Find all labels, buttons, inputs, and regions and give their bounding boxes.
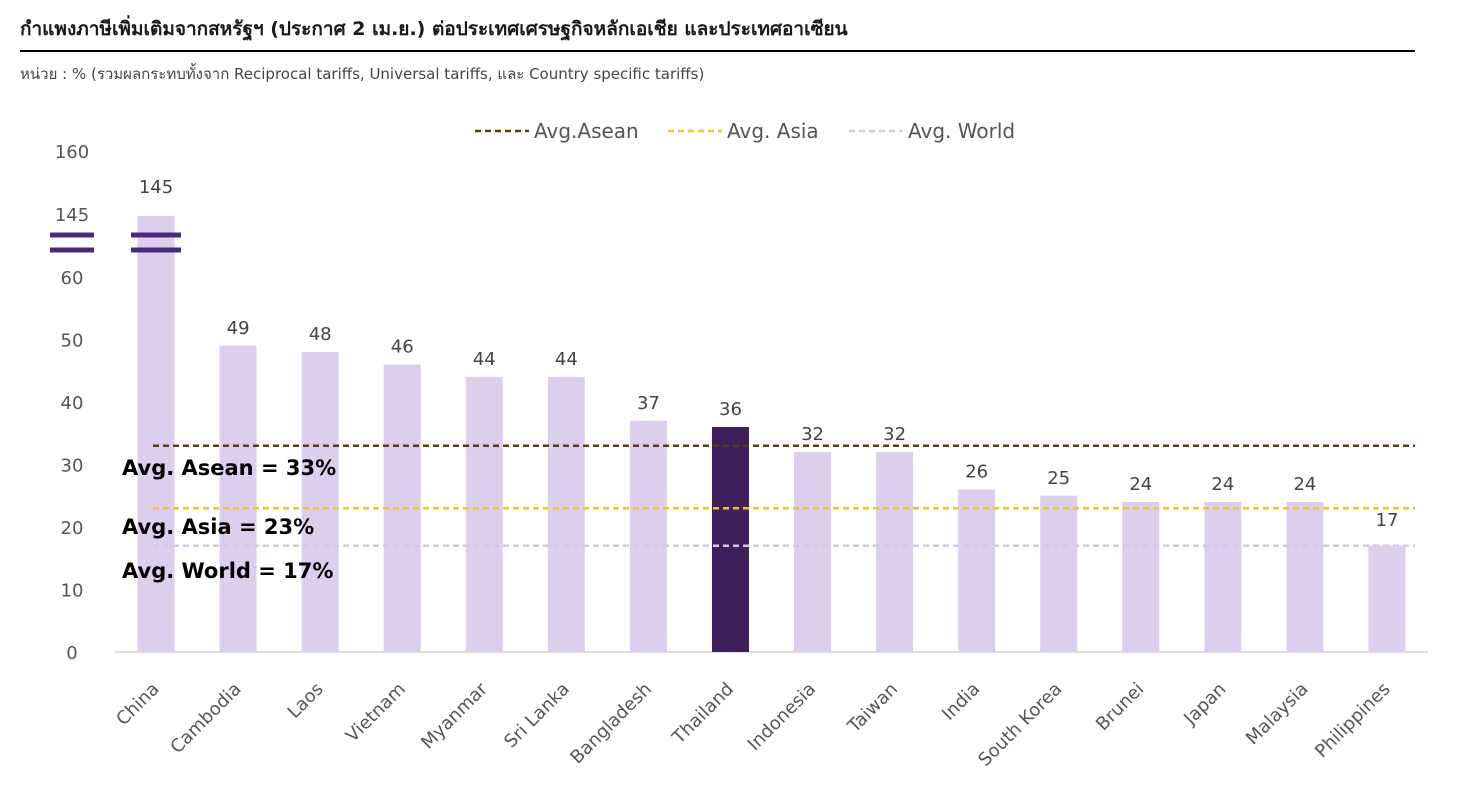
reference-annotation: Avg. World = 17% (122, 559, 333, 583)
y-tick-label: 50 (61, 331, 84, 352)
data-label: 17 (1376, 510, 1399, 531)
category-label: Thailand (668, 679, 738, 749)
bar-philippines (1368, 545, 1406, 652)
data-label: 24 (1129, 474, 1152, 495)
data-label: 32 (801, 424, 824, 445)
data-label: 25 (1047, 468, 1070, 489)
bar-sri-lanka (547, 377, 585, 652)
data-label: 44 (473, 349, 496, 370)
legend-label: Avg.Asean (534, 119, 639, 143)
bar-india (958, 489, 996, 652)
bar-thailand (711, 427, 749, 652)
y-tick-label: 10 (61, 581, 84, 602)
data-label: 24 (1293, 474, 1316, 495)
chart-title: กำแพงภาษีเพิ่มเติมจากสหรัฐฯ (ประกาศ 2 เม… (20, 18, 848, 40)
y-tick-label: 30 (61, 456, 84, 477)
data-label: 48 (309, 324, 332, 345)
bar-japan (1204, 502, 1242, 652)
data-label: 145 (139, 177, 173, 198)
category-label: Bangladesh (566, 679, 655, 768)
y-tick-label: 20 (61, 518, 84, 539)
y-tick-label: 40 (61, 393, 84, 414)
bar-laos (301, 352, 339, 652)
data-label: 36 (719, 399, 742, 420)
legend-label: Avg. Asia (727, 119, 819, 143)
bar-cambodia (219, 345, 257, 652)
data-label: 46 (391, 337, 414, 358)
category-label: Cambodia (166, 679, 245, 758)
chart-subtitle: หน่วย : % (รวมผลกระทบทั้งจาก Reciprocal … (20, 65, 705, 83)
y-tick-label: 0 (66, 643, 77, 664)
data-label: 49 (227, 318, 250, 339)
bar-south-korea (1040, 495, 1078, 652)
category-label: Brunei (1092, 679, 1148, 735)
data-label: 32 (883, 424, 906, 445)
title-rule (20, 50, 1415, 52)
category-label: Malaysia (1242, 679, 1312, 749)
category-label: Vietnam (342, 679, 410, 747)
bar-myanmar (465, 377, 503, 652)
reference-annotation: Avg. Asean = 33% (122, 456, 336, 480)
reference-annotation: Avg. Asia = 23% (122, 515, 314, 539)
bar-brunei (1122, 502, 1160, 652)
bar-taiwan (876, 452, 914, 652)
category-label: Philippines (1311, 679, 1394, 762)
bar-china (137, 216, 175, 652)
data-label: 37 (637, 393, 660, 414)
category-label: Myanmar (417, 678, 492, 753)
category-label: Japan (1179, 679, 1230, 730)
legend-label: Avg. World (908, 119, 1015, 143)
category-label: Indonesia (744, 679, 820, 755)
category-label: Sri Lanka (500, 679, 574, 753)
category-label: South Korea (974, 679, 1066, 771)
data-label: 44 (555, 349, 578, 370)
bar-indonesia (794, 452, 832, 652)
category-label: Laos (284, 679, 328, 723)
y-tick-label: 145 (55, 205, 89, 226)
category-label: India (938, 679, 984, 725)
y-tick-label: 160 (55, 142, 89, 163)
bar-malaysia (1286, 502, 1324, 652)
category-label: China (112, 679, 163, 730)
data-label: 26 (965, 462, 988, 483)
category-label: Taiwan (843, 679, 902, 738)
data-label: 24 (1211, 474, 1234, 495)
y-tick-label: 60 (61, 268, 84, 289)
bar-bangladesh (629, 420, 667, 652)
